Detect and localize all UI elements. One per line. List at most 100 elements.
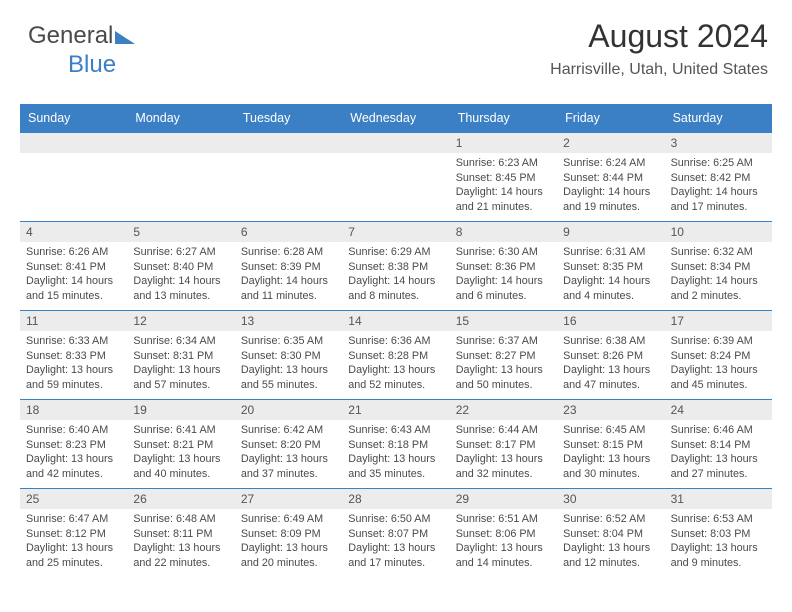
logo-text-2: Blue <box>68 51 116 78</box>
day-number: 12 <box>127 311 234 331</box>
day-info: Sunrise: 6:47 AMSunset: 8:12 PMDaylight:… <box>20 509 127 572</box>
sunrise-text: Sunrise: 6:26 AM <box>26 245 121 260</box>
day-header: Wednesday <box>342 105 449 132</box>
day-cell: 28Sunrise: 6:50 AMSunset: 8:07 PMDayligh… <box>342 489 449 577</box>
sunrise-text: Sunrise: 6:31 AM <box>563 245 658 260</box>
day-cell: 12Sunrise: 6:34 AMSunset: 8:31 PMDayligh… <box>127 311 234 399</box>
day-number: 20 <box>235 400 342 420</box>
day-cell: 30Sunrise: 6:52 AMSunset: 8:04 PMDayligh… <box>557 489 664 577</box>
location-text: Harrisville, Utah, United States <box>550 61 768 79</box>
daylight-text: and 52 minutes. <box>348 378 443 393</box>
day-cell <box>127 133 234 221</box>
week-row: 11Sunrise: 6:33 AMSunset: 8:33 PMDayligh… <box>20 310 772 399</box>
day-cell: 17Sunrise: 6:39 AMSunset: 8:24 PMDayligh… <box>665 311 772 399</box>
day-cell: 14Sunrise: 6:36 AMSunset: 8:28 PMDayligh… <box>342 311 449 399</box>
sunrise-text: Sunrise: 6:51 AM <box>456 512 551 527</box>
day-info: Sunrise: 6:45 AMSunset: 8:15 PMDaylight:… <box>557 420 664 483</box>
sunrise-text: Sunrise: 6:37 AM <box>456 334 551 349</box>
daylight-text: and 17 minutes. <box>348 556 443 571</box>
sunset-text: Sunset: 8:04 PM <box>563 527 658 542</box>
day-header: Saturday <box>665 105 772 132</box>
day-number: 8 <box>450 222 557 242</box>
week-row: 1Sunrise: 6:23 AMSunset: 8:45 PMDaylight… <box>20 132 772 221</box>
week-row: 4Sunrise: 6:26 AMSunset: 8:41 PMDaylight… <box>20 221 772 310</box>
day-number: 30 <box>557 489 664 509</box>
day-header: Monday <box>127 105 234 132</box>
day-number: 18 <box>20 400 127 420</box>
sunset-text: Sunset: 8:31 PM <box>133 349 228 364</box>
day-info: Sunrise: 6:25 AMSunset: 8:42 PMDaylight:… <box>665 153 772 216</box>
daylight-text: Daylight: 13 hours <box>671 541 766 556</box>
daylight-text: Daylight: 14 hours <box>241 274 336 289</box>
daylight-text: and 20 minutes. <box>241 556 336 571</box>
day-info: Sunrise: 6:32 AMSunset: 8:34 PMDaylight:… <box>665 242 772 305</box>
sunrise-text: Sunrise: 6:28 AM <box>241 245 336 260</box>
daylight-text: and 12 minutes. <box>563 556 658 571</box>
daylight-text: Daylight: 13 hours <box>563 452 658 467</box>
day-number <box>127 133 234 153</box>
sunset-text: Sunset: 8:07 PM <box>348 527 443 542</box>
day-info: Sunrise: 6:31 AMSunset: 8:35 PMDaylight:… <box>557 242 664 305</box>
sunrise-text: Sunrise: 6:27 AM <box>133 245 228 260</box>
day-cell: 21Sunrise: 6:43 AMSunset: 8:18 PMDayligh… <box>342 400 449 488</box>
day-cell: 4Sunrise: 6:26 AMSunset: 8:41 PMDaylight… <box>20 222 127 310</box>
sunset-text: Sunset: 8:23 PM <box>26 438 121 453</box>
day-number: 24 <box>665 400 772 420</box>
sunset-text: Sunset: 8:45 PM <box>456 171 551 186</box>
daylight-text: and 55 minutes. <box>241 378 336 393</box>
logo-text-1: General <box>28 22 113 49</box>
daylight-text: Daylight: 14 hours <box>671 274 766 289</box>
day-number: 27 <box>235 489 342 509</box>
daylight-text: and 42 minutes. <box>26 467 121 482</box>
day-cell: 11Sunrise: 6:33 AMSunset: 8:33 PMDayligh… <box>20 311 127 399</box>
daylight-text: and 11 minutes. <box>241 289 336 304</box>
daylight-text: and 47 minutes. <box>563 378 658 393</box>
day-number: 11 <box>20 311 127 331</box>
day-cell: 8Sunrise: 6:30 AMSunset: 8:36 PMDaylight… <box>450 222 557 310</box>
day-info: Sunrise: 6:49 AMSunset: 8:09 PMDaylight:… <box>235 509 342 572</box>
sunset-text: Sunset: 8:44 PM <box>563 171 658 186</box>
daylight-text: Daylight: 14 hours <box>456 274 551 289</box>
daylight-text: and 30 minutes. <box>563 467 658 482</box>
daylight-text: Daylight: 13 hours <box>563 363 658 378</box>
daylight-text: Daylight: 14 hours <box>133 274 228 289</box>
sunset-text: Sunset: 8:20 PM <box>241 438 336 453</box>
day-cell: 10Sunrise: 6:32 AMSunset: 8:34 PMDayligh… <box>665 222 772 310</box>
day-cell: 13Sunrise: 6:35 AMSunset: 8:30 PMDayligh… <box>235 311 342 399</box>
sunrise-text: Sunrise: 6:50 AM <box>348 512 443 527</box>
month-title: August 2024 <box>550 18 768 55</box>
calendar: Sunday Monday Tuesday Wednesday Thursday… <box>20 104 772 577</box>
sunrise-text: Sunrise: 6:48 AM <box>133 512 228 527</box>
sunrise-text: Sunrise: 6:52 AM <box>563 512 658 527</box>
sunset-text: Sunset: 8:40 PM <box>133 260 228 275</box>
day-number: 10 <box>665 222 772 242</box>
sunrise-text: Sunrise: 6:40 AM <box>26 423 121 438</box>
day-number: 22 <box>450 400 557 420</box>
day-cell: 29Sunrise: 6:51 AMSunset: 8:06 PMDayligh… <box>450 489 557 577</box>
sunset-text: Sunset: 8:18 PM <box>348 438 443 453</box>
header-right: August 2024 Harrisville, Utah, United St… <box>550 18 768 79</box>
sunrise-text: Sunrise: 6:42 AM <box>241 423 336 438</box>
sunset-text: Sunset: 8:41 PM <box>26 260 121 275</box>
sunset-text: Sunset: 8:39 PM <box>241 260 336 275</box>
sunset-text: Sunset: 8:38 PM <box>348 260 443 275</box>
daylight-text: Daylight: 14 hours <box>563 185 658 200</box>
sunrise-text: Sunrise: 6:43 AM <box>348 423 443 438</box>
sunrise-text: Sunrise: 6:53 AM <box>671 512 766 527</box>
day-info: Sunrise: 6:52 AMSunset: 8:04 PMDaylight:… <box>557 509 664 572</box>
day-cell <box>342 133 449 221</box>
sunrise-text: Sunrise: 6:41 AM <box>133 423 228 438</box>
day-info: Sunrise: 6:36 AMSunset: 8:28 PMDaylight:… <box>342 331 449 394</box>
sunset-text: Sunset: 8:36 PM <box>456 260 551 275</box>
day-info: Sunrise: 6:34 AMSunset: 8:31 PMDaylight:… <box>127 331 234 394</box>
daylight-text: Daylight: 13 hours <box>348 452 443 467</box>
sunset-text: Sunset: 8:14 PM <box>671 438 766 453</box>
sunset-text: Sunset: 8:30 PM <box>241 349 336 364</box>
day-info: Sunrise: 6:48 AMSunset: 8:11 PMDaylight:… <box>127 509 234 572</box>
day-cell <box>20 133 127 221</box>
day-number: 25 <box>20 489 127 509</box>
daylight-text: and 35 minutes. <box>348 467 443 482</box>
daylight-text: and 37 minutes. <box>241 467 336 482</box>
day-number: 6 <box>235 222 342 242</box>
day-cell: 27Sunrise: 6:49 AMSunset: 8:09 PMDayligh… <box>235 489 342 577</box>
